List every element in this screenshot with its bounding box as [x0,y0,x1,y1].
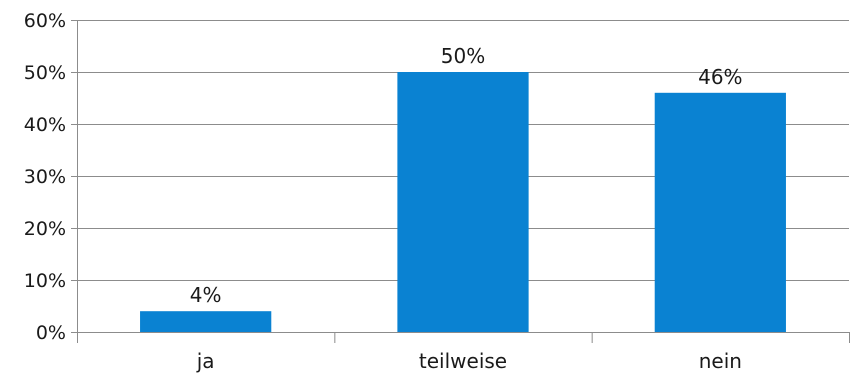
axes [71,20,850,343]
x-category-label: nein [699,349,742,373]
labels: 0% 10% 20% 30% 40% 50% 60% 4% ja 50% teilweise 46% n… [24,10,743,373]
y-tick-label: 20% [24,218,66,240]
data-label: 50% [441,44,485,68]
bar-nein [654,92,786,332]
x-category-label: teilweise [419,349,507,373]
y-tick-label: 60% [24,10,66,32]
bar-teilweise [397,72,529,332]
y-tick-label: 10% [24,270,66,292]
bars [140,72,786,332]
y-tick-label: 50% [24,62,66,84]
y-tick-label: 30% [24,166,66,188]
data-label: 4% [190,283,222,307]
x-category-label: ja [196,349,215,373]
y-tick-label: 40% [24,114,66,136]
bar-ja [140,311,272,332]
y-tick-label: 0% [36,322,66,344]
data-label: 46% [698,65,742,89]
